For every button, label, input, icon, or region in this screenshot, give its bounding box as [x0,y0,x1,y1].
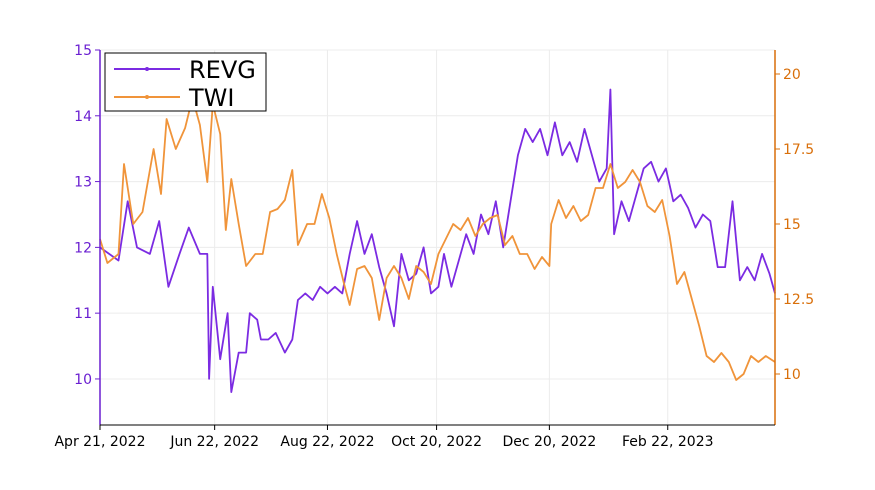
legend-marker-revg [145,67,149,71]
x-tick-label: Aug 22, 2022 [280,434,374,450]
y-left-tick-label: 15 [74,43,92,59]
x-tick-label: Oct 20, 2022 [391,434,482,450]
y-right-tick-label: 15 [783,217,801,233]
legend-label-twi: TWI [188,84,234,112]
y-left-tick-label: 13 [74,175,92,191]
axes: 10 11 12 13 14 15 10 12.5 15 17.5 20 Apr 21, 2022 Ju… [54,43,814,450]
x-tick-label: Jun 22, 2022 [169,434,259,450]
y-right-tick-label: 12.5 [783,292,814,308]
y-right-tick-label: 20 [783,67,801,83]
legend-box [104,52,267,112]
legend-label-revg: REVG [189,56,256,84]
x-tick-label: Dec 20, 2022 [502,434,596,450]
legend-marker-twi [145,95,149,99]
x-tick-label: Feb 22, 2023 [622,434,714,450]
y-left-tick-label: 14 [74,109,92,125]
y-left-tick-label: 12 [74,240,92,256]
x-tick-label: Apr 21, 2022 [54,434,145,450]
legend: REVG TWI [104,52,267,112]
series-lines [99,88,776,394]
y-left-tick-label: 11 [74,306,92,322]
series-line-revg [99,88,776,394]
y-right-tick-label: 10 [783,367,801,383]
y-left-tick-label: 10 [74,372,92,388]
series-line-twi [99,97,776,381]
y-right-tick-label: 17.5 [783,142,814,158]
